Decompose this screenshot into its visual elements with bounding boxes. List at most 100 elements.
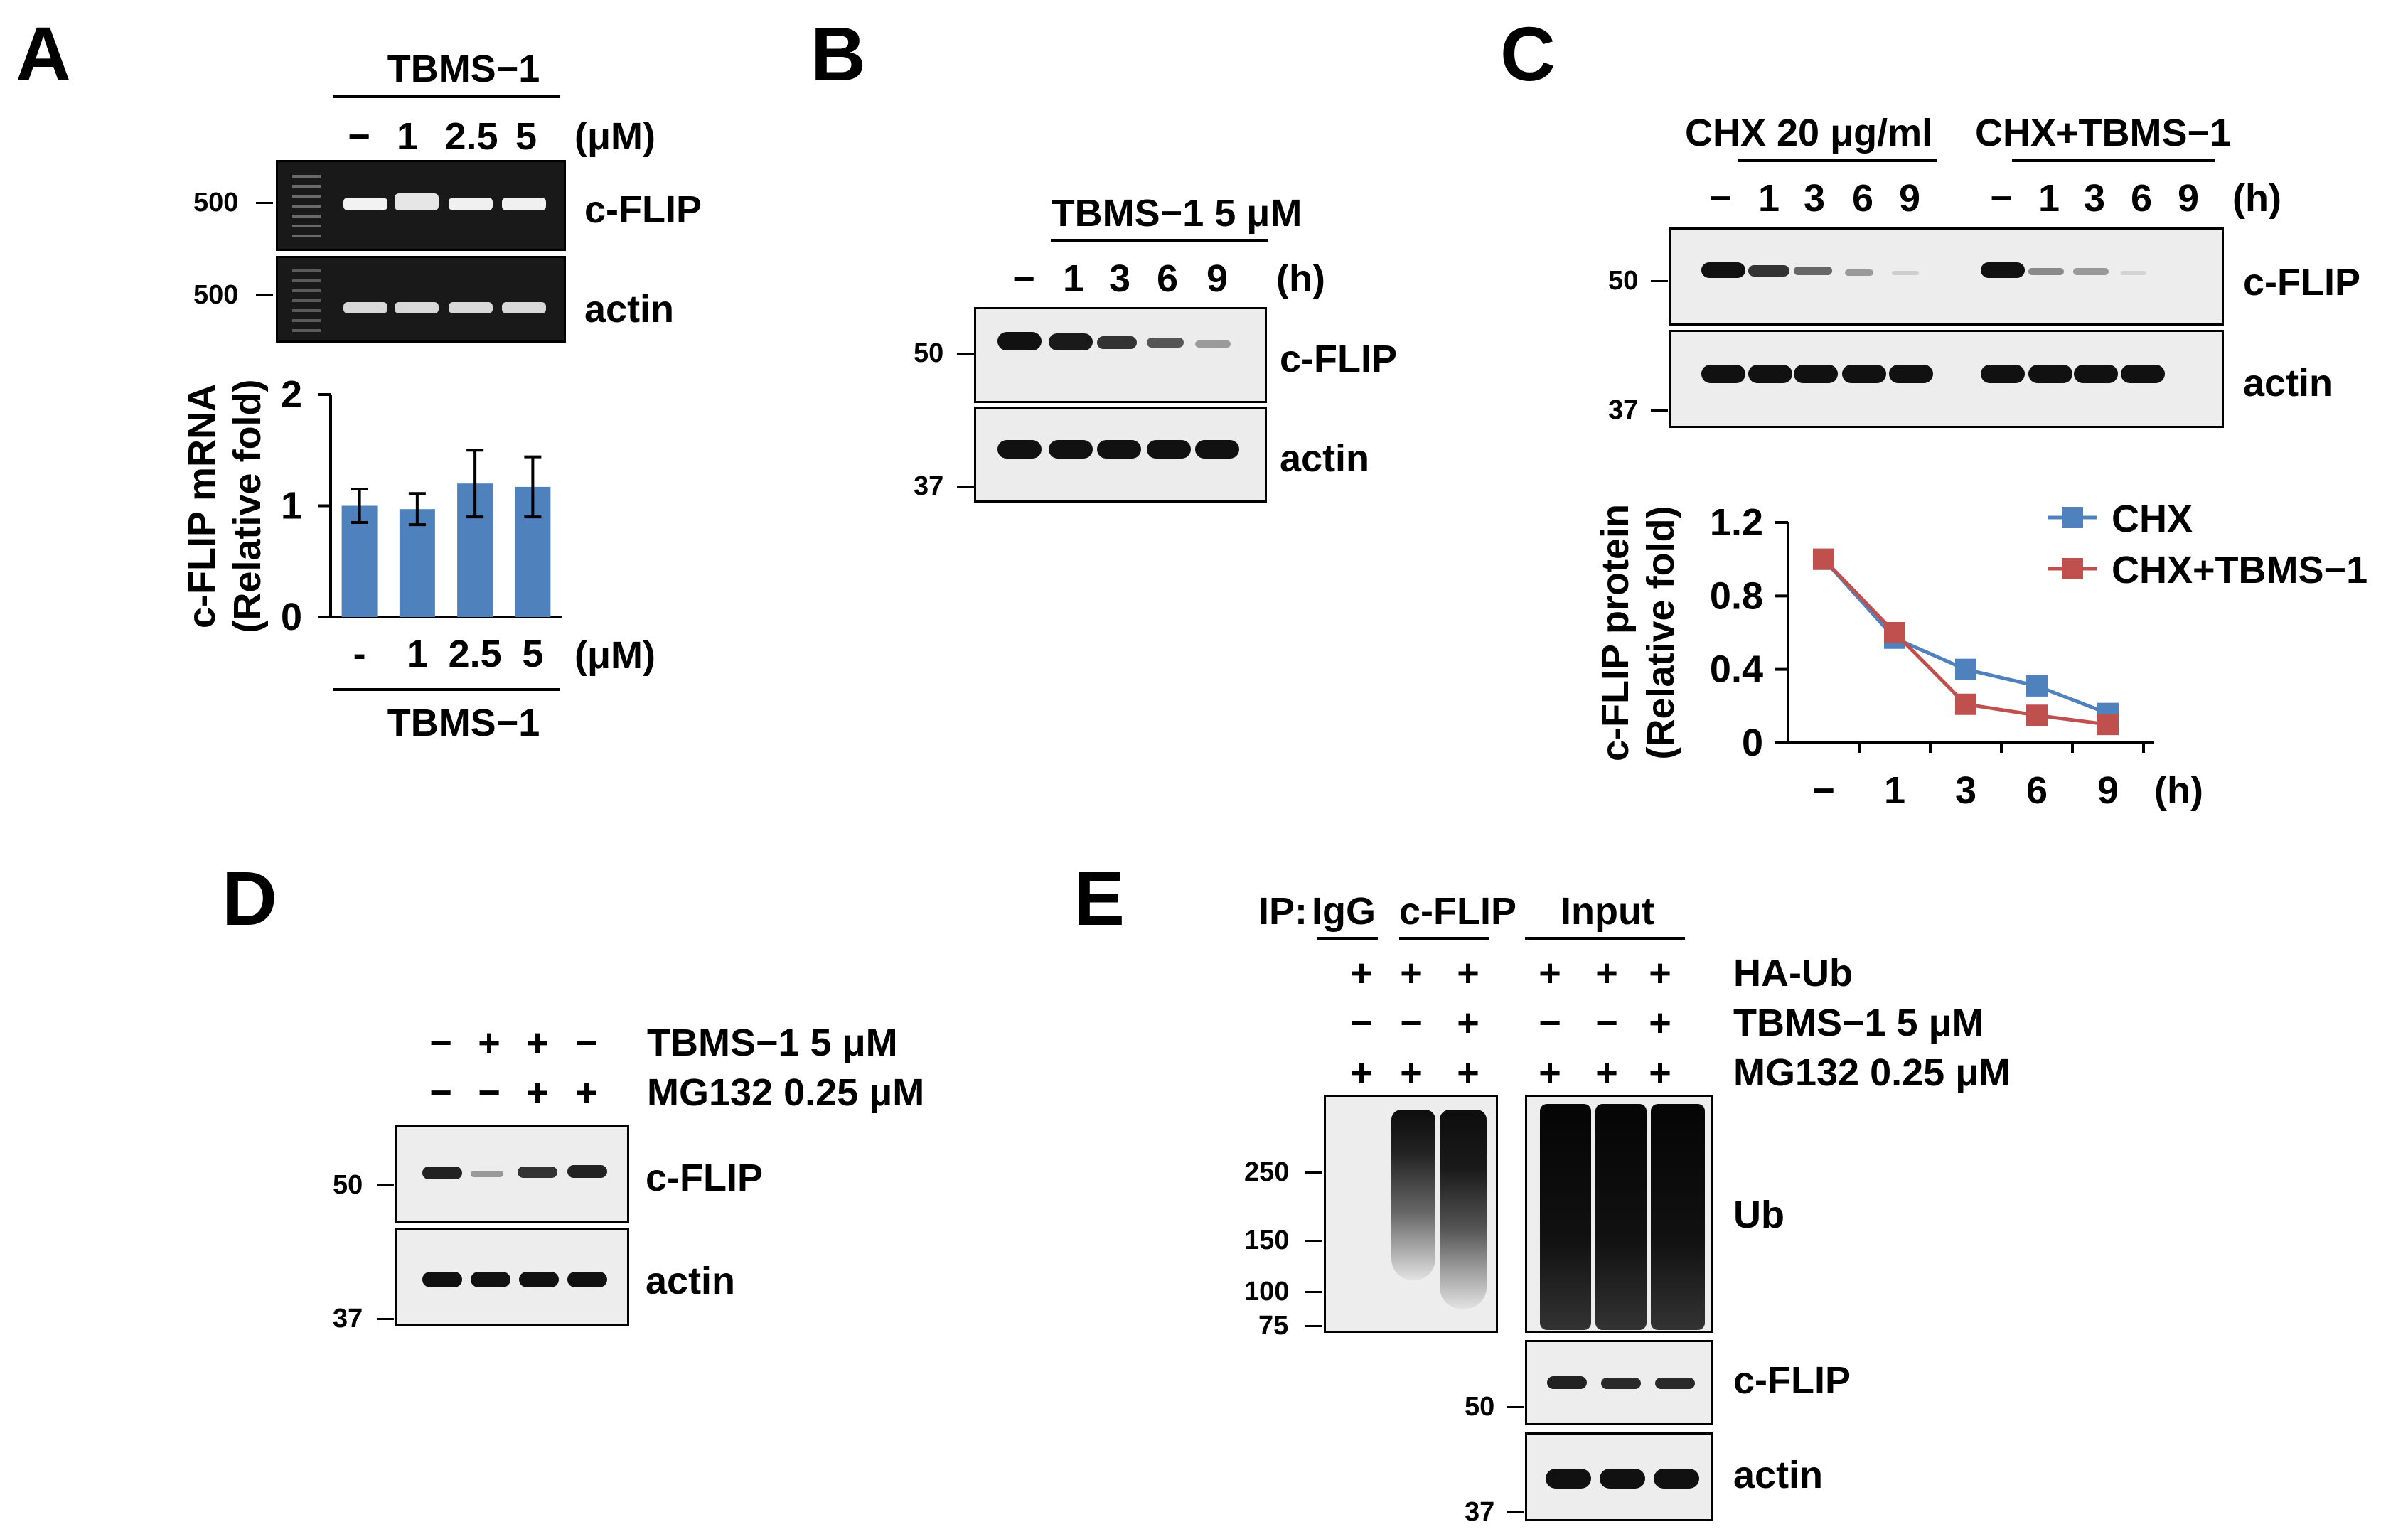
panel-label-a: A (16, 11, 71, 97)
panel-a-ladder (292, 168, 321, 245)
chart-c-ytick-label: 0.4 (1710, 648, 1763, 691)
blot-band (1701, 365, 1745, 383)
marker-tick (1507, 1406, 1524, 1408)
gel-band (449, 302, 493, 313)
panel-e-sign: + (1649, 1002, 1671, 1044)
chart-c-legend: CHX CHX+TBMS−1 (2048, 498, 2367, 591)
panel-label-d: D (222, 855, 277, 941)
ub-smear (1540, 1104, 1591, 1330)
marker-tick (377, 1318, 394, 1320)
panel-e-sign: + (1350, 1051, 1373, 1094)
chart-c-series-1 (1813, 548, 2119, 736)
chart-c-xtick-label: 3 (1955, 769, 1976, 812)
blot-band (1600, 1469, 1645, 1489)
panel-e-sign: + (1649, 1051, 1671, 1094)
chart-a-ytick-label: 1 (281, 485, 302, 527)
panel-e-blot-label-actin: actin (1733, 1454, 1824, 1496)
chart-c-series-line (1822, 557, 2109, 715)
panel-c-lane-label: 6 (1851, 177, 1874, 220)
panel-c-header-left: CHX 20 μg/ml (1685, 112, 1933, 154)
blot-band (471, 1171, 503, 1177)
panel-d-sign: − (575, 1021, 598, 1064)
panel-c-lane-label: 1 (1757, 177, 1780, 220)
panel-b-blot-actin (974, 407, 1267, 503)
chart-c-ytick-label: 1.2 (1710, 501, 1763, 544)
panel-b-unit: (h) (1276, 257, 1325, 300)
marker-tick (256, 294, 273, 296)
panel-e-sign: + (1400, 952, 1423, 994)
panel-c-lane-label: 3 (2083, 177, 2106, 220)
panel-e-blot-ub-input (1525, 1095, 1713, 1333)
chart-a-xunit: (μM) (574, 634, 655, 677)
marker-tick (1651, 409, 1668, 412)
marker-tick (957, 486, 974, 488)
panel-d-sign: + (526, 1021, 549, 1064)
panel-a-gel-actin (276, 256, 566, 343)
blot-band (422, 1272, 462, 1287)
panel-c-lane-label: − (1990, 177, 2013, 220)
blot-band (519, 1272, 559, 1287)
panel-d-sign: + (526, 1071, 549, 1114)
panel-e-sign: + (1649, 952, 1671, 994)
panel-c-underline-right (2012, 159, 2215, 162)
blot-band (1845, 269, 1873, 276)
blot-band (1892, 271, 1919, 275)
chart-c-series (1813, 548, 2119, 736)
marker-tick (256, 202, 273, 204)
panel-a-gel-cflip (276, 160, 566, 251)
marker-tick (1507, 1511, 1524, 1513)
panel-c-lane-label: 9 (2177, 177, 2200, 220)
panel-e-sign: + (1539, 952, 1561, 994)
blot-band (567, 1165, 607, 1178)
blot-band (1049, 440, 1093, 459)
marker-tick (1651, 280, 1668, 282)
panel-e-sign: + (1350, 952, 1373, 994)
blot-band (1794, 267, 1832, 275)
chart-c-point (1955, 693, 1976, 715)
legend-label-chx: CHX (2112, 498, 2193, 540)
panel-c-lane-label: 1 (2038, 177, 2060, 220)
panel-label-e: E (1074, 855, 1125, 941)
chart-c-point (1884, 622, 1905, 643)
panel-e-sign: + (1595, 1051, 1618, 1094)
panel-c-blot-label-cflip: c-FLIP (2243, 261, 2361, 304)
panel-b-marker-50: 50 (914, 338, 944, 368)
panel-c-blot-cflip (1669, 227, 2224, 326)
chart-a-x-labels: -1 2.5 5 (353, 633, 544, 675)
panel-c-underline-left (1738, 159, 1937, 162)
panel-e-sign: − (1400, 1002, 1423, 1044)
panel-a-marker-2: 500 (193, 280, 239, 310)
panel-e-underline-cflip (1399, 937, 1489, 940)
blot-band (1842, 365, 1886, 383)
panel-d-row-label-tbms: TBMS−1 5 μM (647, 1021, 898, 1064)
chart-c-point (1955, 658, 1976, 680)
blot-band (1547, 1376, 1587, 1389)
chart-a-xtick-label: - (353, 633, 366, 675)
blot-band (2121, 271, 2146, 275)
panel-c-lane-label: − (1709, 177, 1732, 220)
chart-c-point (2097, 714, 2119, 736)
panel-label-c: C (1500, 11, 1556, 97)
panel-e-underline-input (1525, 937, 1685, 940)
marker-tick (957, 353, 974, 355)
panel-a-ladder (292, 262, 321, 338)
blot-band (518, 1167, 557, 1178)
panel-e-sign: + (1400, 1051, 1423, 1094)
blot-band (2028, 365, 2072, 383)
chart-a-xlabel-underline (333, 688, 560, 691)
panel-c-lane-label: 6 (2130, 177, 2153, 220)
chart-c-ylabel: c-FLIP protein (1594, 504, 1637, 761)
panel-e-marker-150: 150 (1244, 1226, 1290, 1255)
panel-e-sign: + (1457, 1051, 1479, 1094)
panel-e-blot-label-cflip: c-FLIP (1733, 1359, 1851, 1402)
panel-d-sign: − (429, 1071, 452, 1114)
panel-a-gel-label-cflip: c-FLIP (584, 188, 702, 231)
panel-b-lane-4: 9 (1206, 257, 1229, 300)
blot-band (2028, 268, 2064, 275)
blot-band (567, 1272, 607, 1287)
blot-band (422, 1167, 462, 1179)
ub-smear (1595, 1104, 1647, 1330)
panel-a-unit: (μM) (574, 115, 655, 158)
